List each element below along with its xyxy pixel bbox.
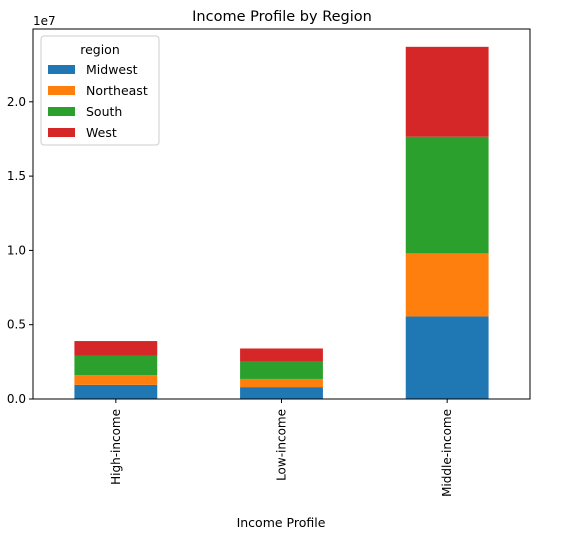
bar-midwest-0	[74, 384, 158, 399]
legend-label-midwest: Midwest	[86, 62, 138, 77]
bar-midwest-1	[240, 387, 323, 399]
y-scale-label: 1e7	[33, 14, 56, 28]
y-tick-label-2: 1.0	[7, 243, 26, 257]
x-tick-label-1: Low-income	[275, 409, 289, 481]
bar-west-2	[405, 46, 489, 137]
bar-northeast-1	[240, 378, 323, 388]
legend-swatch-midwest	[48, 65, 75, 74]
x-tick-label-2: Middle-income	[440, 409, 454, 497]
x-axis: High-income Low-income Middle-income	[109, 399, 454, 497]
bar-midwest-2	[405, 316, 489, 399]
legend-title: region	[80, 42, 120, 57]
bar-northeast-0	[74, 375, 158, 385]
plot-frame	[32, 28, 531, 400]
y-tick-label-1: 0.5	[7, 318, 26, 332]
bar-south-1	[240, 361, 323, 379]
y-axis: 0.0 0.5 1.0 1.5 2.0	[7, 95, 33, 406]
legend-box	[40, 35, 160, 146]
x-tick-label-0: High-income	[109, 409, 123, 485]
y-tick-label-3: 1.5	[7, 169, 26, 183]
legend-label-northeast: Northeast	[86, 83, 148, 98]
legend-swatch-northeast	[48, 86, 75, 95]
y-tick-label-4: 2.0	[7, 95, 26, 109]
legend-label-south: South	[86, 104, 122, 119]
bar-west-0	[74, 341, 158, 356]
bar-south-0	[74, 355, 158, 376]
bar-west-1	[240, 348, 323, 362]
chart-title: Income Profile by Region	[192, 9, 372, 25]
legend-swatch-west	[48, 128, 75, 137]
bar-northeast-2	[405, 253, 489, 317]
legend: region Midwest Northeast South West	[40, 35, 160, 146]
y-tick-label-0: 0.0	[7, 392, 26, 406]
legend-label-west: West	[86, 125, 117, 140]
bars-group	[74, 46, 489, 399]
x-axis-label: Income Profile	[237, 515, 326, 530]
bar-south-2	[405, 136, 489, 254]
legend-swatch-south	[48, 107, 75, 116]
